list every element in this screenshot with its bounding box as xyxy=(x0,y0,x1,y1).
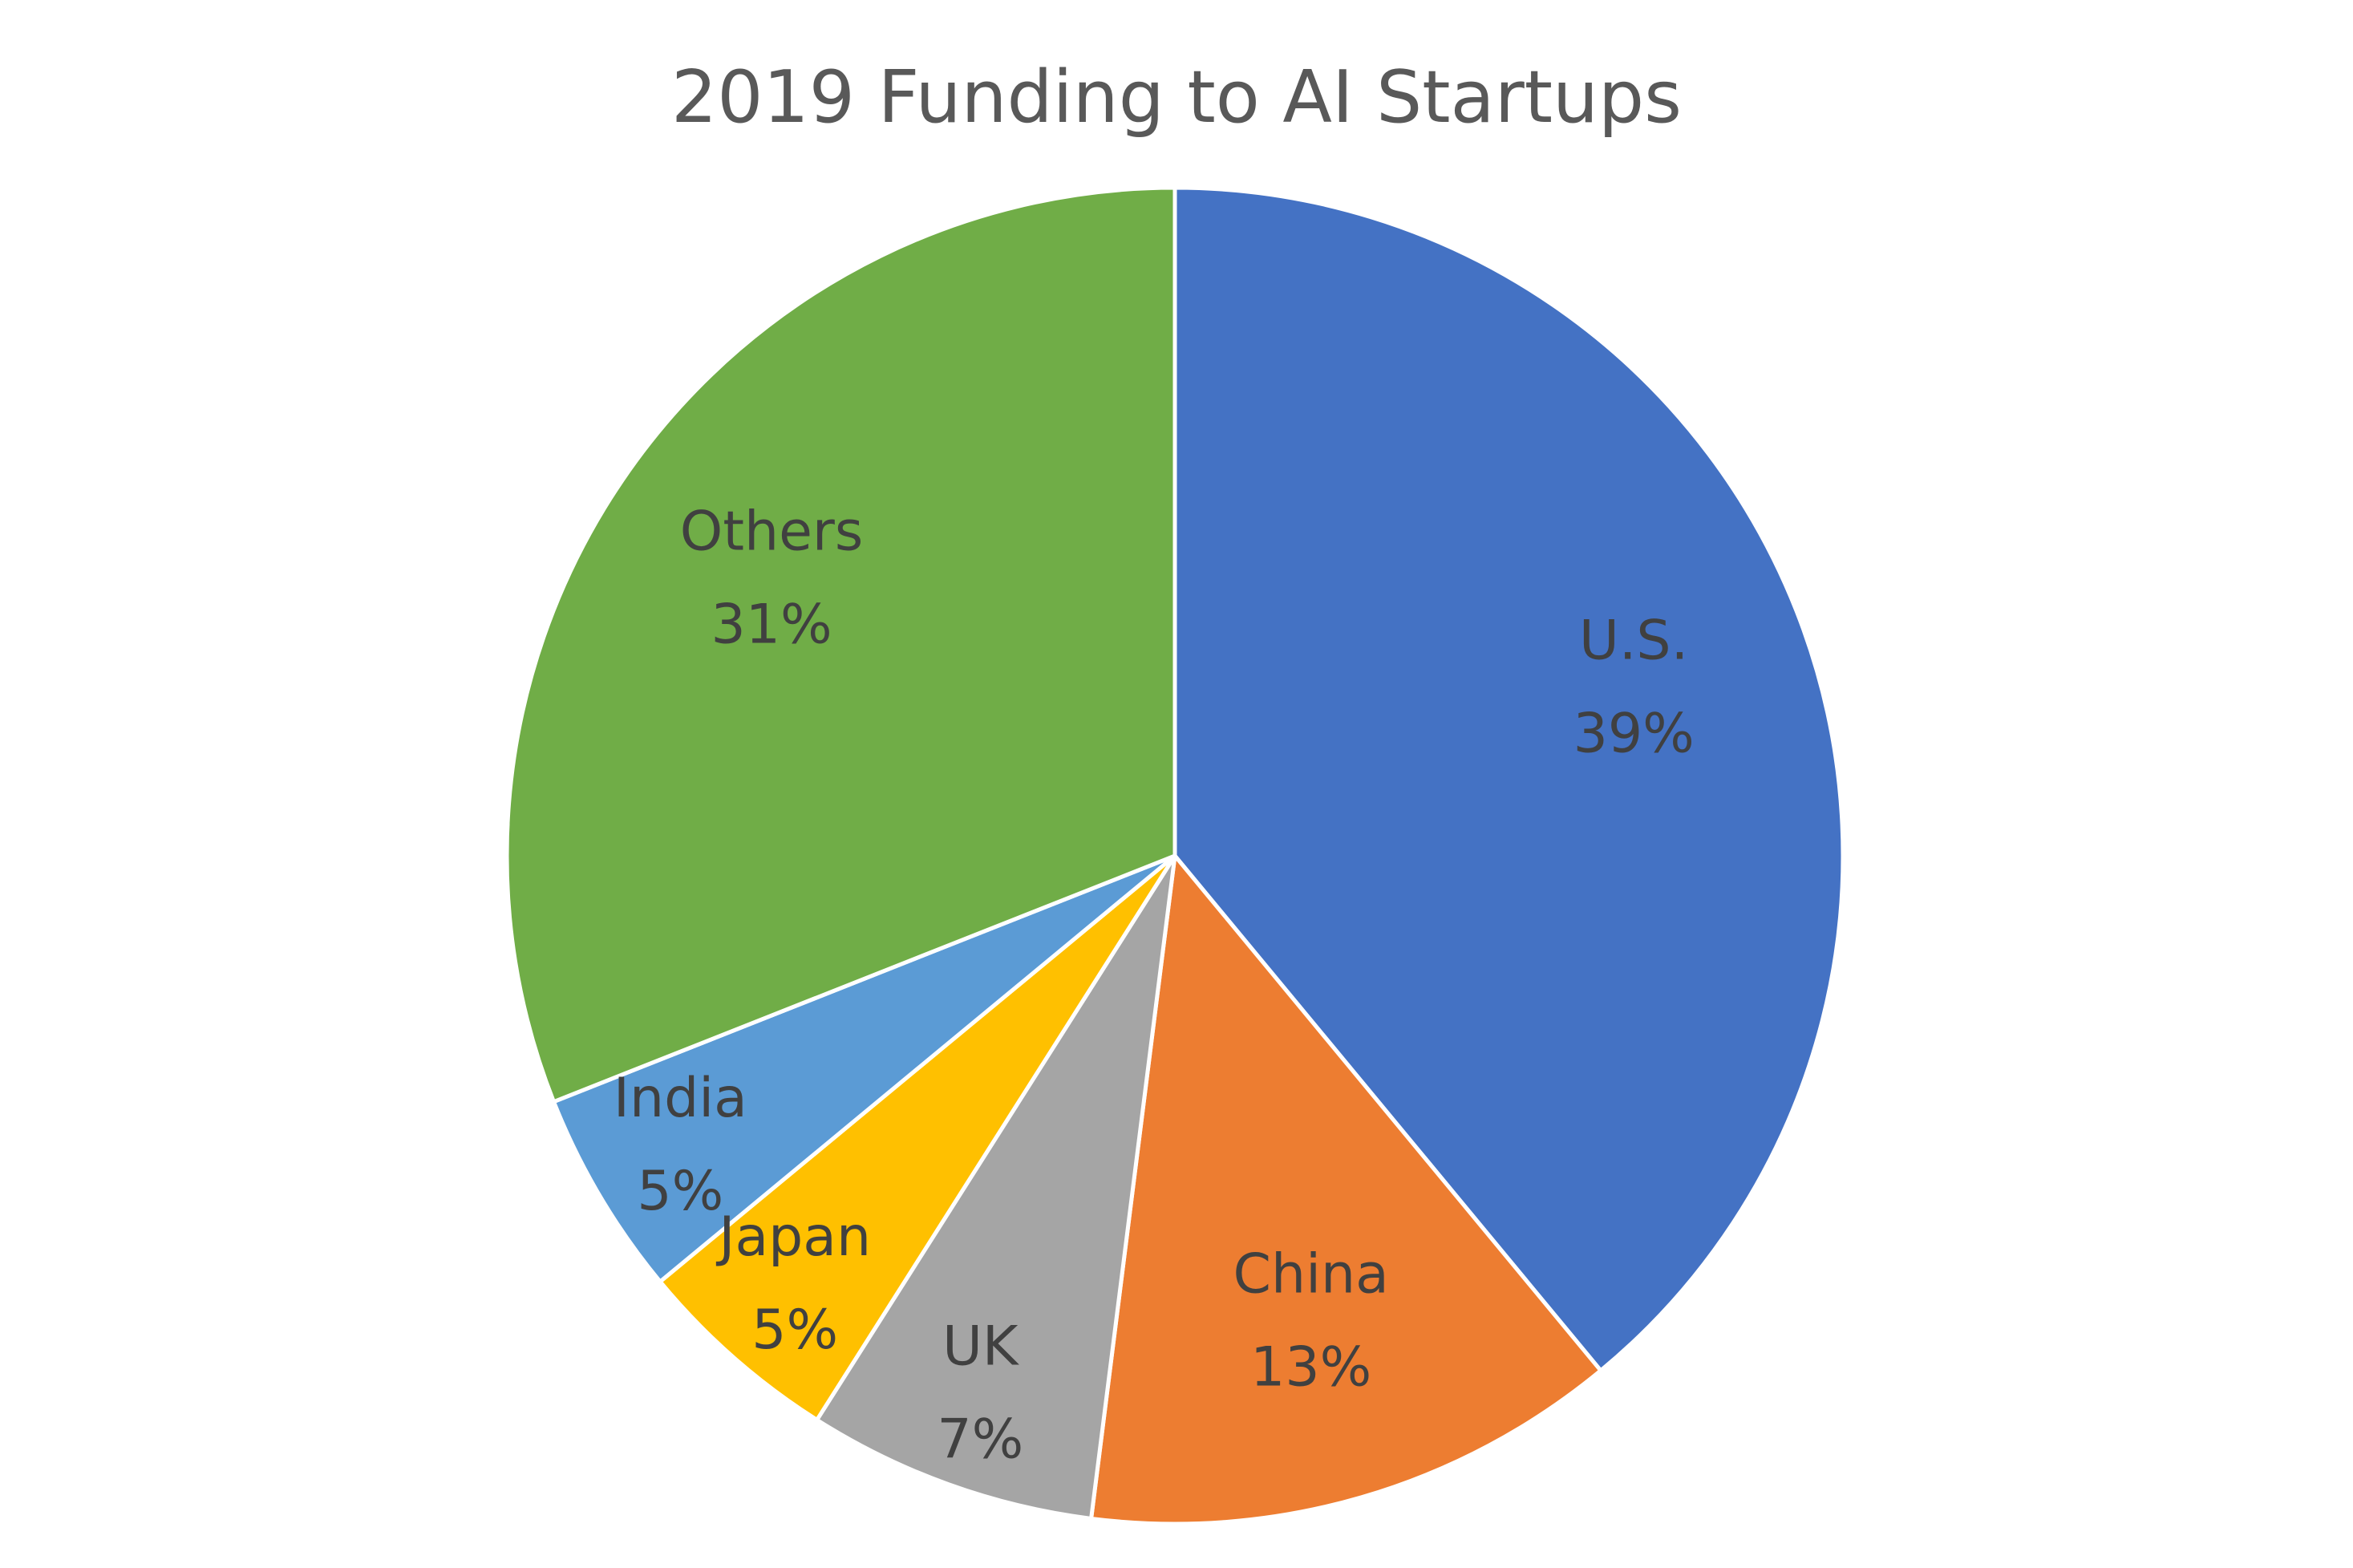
data-label-value: 39% xyxy=(1573,703,1695,766)
data-label-name: U.S. xyxy=(1579,610,1688,673)
data-label-value: 5% xyxy=(637,1160,723,1223)
pie-slice xyxy=(551,853,1176,1285)
pie-slice xyxy=(504,185,1177,1104)
chart-title: 2019 Funding to AI Startups xyxy=(671,55,1682,140)
data-label-name: Others xyxy=(680,500,864,564)
data-label-name: China xyxy=(1233,1242,1389,1306)
pie-slice xyxy=(657,854,1177,1423)
data-label-name: Japan xyxy=(715,1205,871,1269)
pie-slice xyxy=(1088,850,1604,1526)
data-label-value: 13% xyxy=(1250,1335,1371,1399)
data-label-value: 31% xyxy=(711,594,832,657)
pie-slice xyxy=(814,854,1177,1521)
data-label-name: India xyxy=(614,1067,747,1130)
data-label-value: 7% xyxy=(937,1408,1023,1472)
pie-slice xyxy=(1172,185,1845,1374)
data-label-value: 5% xyxy=(751,1299,838,1362)
data-label-name: UK xyxy=(942,1315,1020,1379)
